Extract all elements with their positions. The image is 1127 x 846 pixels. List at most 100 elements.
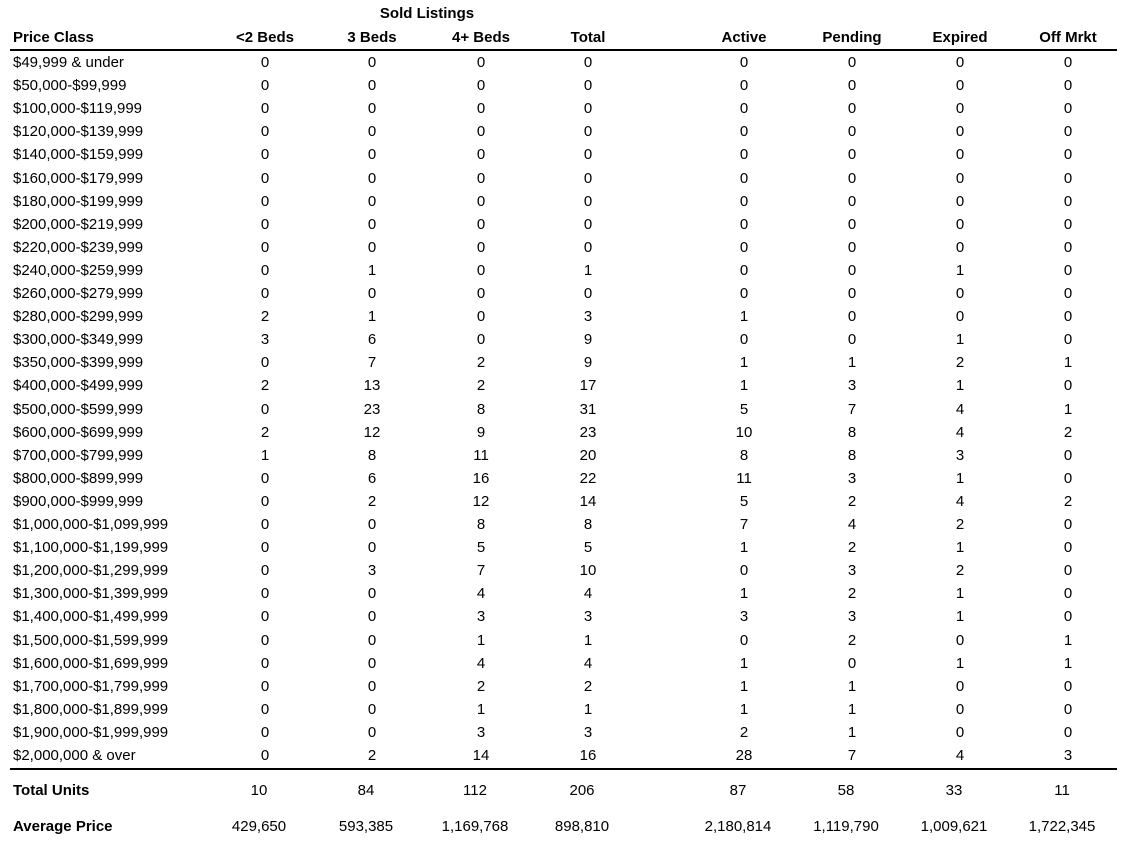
cell-value: 1 [1063, 354, 1073, 372]
cell-value: 0 [476, 238, 486, 256]
row-label: $1,400,000-$1,499,999 [13, 608, 169, 626]
row-label: $1,900,000-$1,999,999 [13, 723, 169, 741]
cell-value: 2 [847, 631, 857, 649]
cell-value: 0 [739, 100, 749, 118]
cell-value: 31 [579, 400, 597, 418]
cell-value: 3 [583, 723, 593, 741]
cell-value: 0 [955, 723, 965, 741]
cell-value: 0 [367, 608, 377, 626]
cell-value: 0 [367, 677, 377, 695]
row-label: $1,700,000-$1,799,999 [13, 677, 169, 695]
cell-value: 2 [955, 516, 965, 533]
cell-value: 2 [260, 308, 270, 326]
cell-value: 0 [955, 123, 965, 141]
cell-value: 0 [260, 539, 270, 557]
cell-value: 0 [583, 54, 593, 71]
cell-value: 0 [367, 77, 377, 95]
cell-value: 0 [955, 146, 965, 164]
total-value: 1,169,768 [441, 818, 509, 835]
row-label: $1,300,000-$1,399,999 [13, 585, 169, 603]
cell-value: 1 [1063, 400, 1073, 418]
cell-value: 0 [260, 77, 270, 95]
cell-value: 0 [583, 146, 593, 164]
cell-value: 5 [739, 400, 749, 418]
cell-value: 28 [735, 747, 753, 764]
cell-value: 0 [739, 562, 749, 580]
cell-value: 0 [847, 192, 857, 210]
cell-value: 0 [955, 285, 965, 302]
cell-value: 0 [955, 54, 965, 71]
cell-value: 0 [583, 123, 593, 141]
total-value: 1,119,790 [813, 818, 879, 835]
row-label: $1,200,000-$1,299,999 [13, 562, 169, 580]
row-label: $1,800,000-$1,899,999 [13, 700, 169, 718]
cell-value: 0 [955, 700, 965, 718]
cell-value: 14 [472, 747, 490, 764]
cell-value: 0 [367, 654, 377, 672]
cell-value: 0 [847, 238, 857, 256]
row-label: $180,000-$199,999 [13, 192, 144, 210]
cell-value: 0 [260, 192, 270, 210]
cell-value: 0 [955, 192, 965, 210]
cell-value: 0 [955, 100, 965, 118]
cell-value: 1 [955, 539, 965, 557]
cell-value: 0 [1063, 100, 1073, 118]
cell-value: 0 [367, 723, 377, 741]
cell-value: 0 [955, 77, 965, 95]
cell-value: 3 [847, 377, 857, 395]
cell-value: 0 [739, 238, 749, 256]
cell-value: 0 [367, 585, 377, 603]
cell-value: 2 [260, 377, 270, 395]
cell-value: 0 [476, 77, 486, 95]
cell-value: 1 [367, 308, 377, 326]
cell-value: 23 [579, 423, 597, 441]
cell-value: 22 [579, 469, 597, 487]
cell-value: 0 [847, 261, 857, 279]
cell-value: 10 [579, 562, 597, 580]
cell-value: 0 [1063, 677, 1073, 695]
cell-value: 0 [1063, 331, 1073, 349]
cell-value: 0 [847, 215, 857, 233]
cell-value: 8 [367, 446, 377, 464]
cell-value: 1 [583, 261, 593, 279]
cell-value: 0 [367, 285, 377, 302]
cell-value: 9 [476, 423, 486, 441]
cell-value: 4 [955, 400, 965, 418]
cell-value: 0 [476, 308, 486, 326]
cell-value: 4 [955, 747, 965, 764]
row-label: $1,100,000-$1,199,999 [13, 539, 169, 557]
cell-value: 8 [739, 446, 749, 464]
cell-value: 0 [260, 146, 270, 164]
cell-value: 4 [476, 654, 486, 672]
cell-value: 1 [847, 700, 857, 718]
cell-value: 0 [367, 146, 377, 164]
cell-value: 0 [1063, 608, 1073, 626]
cell-value: 2 [476, 377, 486, 395]
cell-value: 17 [579, 377, 597, 395]
cell-value: 0 [739, 192, 749, 210]
cell-value: 0 [1063, 261, 1073, 279]
cell-value: 12 [472, 492, 490, 510]
cell-value: 0 [367, 539, 377, 557]
cell-value: 1 [847, 354, 857, 372]
cell-value: 3 [847, 562, 857, 580]
cell-value: 0 [739, 261, 749, 279]
column-header: 4+ Beds [452, 29, 510, 46]
total-value: 87 [729, 782, 747, 799]
column-header: <2 Beds [236, 29, 294, 46]
column-header: Active [721, 29, 767, 46]
cell-value: 3 [476, 608, 486, 626]
cell-value: 3 [955, 446, 965, 464]
total-value: 84 [357, 782, 375, 799]
cell-value: 0 [260, 585, 270, 603]
cell-value: 0 [260, 562, 270, 580]
cell-value: 0 [260, 100, 270, 118]
cell-value: 0 [955, 631, 965, 649]
cell-value: 0 [1063, 585, 1073, 603]
cell-value: 0 [476, 100, 486, 118]
cell-value: 2 [955, 562, 965, 580]
cell-value: 1 [476, 700, 486, 718]
cell-value: 0 [739, 77, 749, 95]
cell-value: 0 [583, 215, 593, 233]
cell-value: 0 [1063, 723, 1073, 741]
